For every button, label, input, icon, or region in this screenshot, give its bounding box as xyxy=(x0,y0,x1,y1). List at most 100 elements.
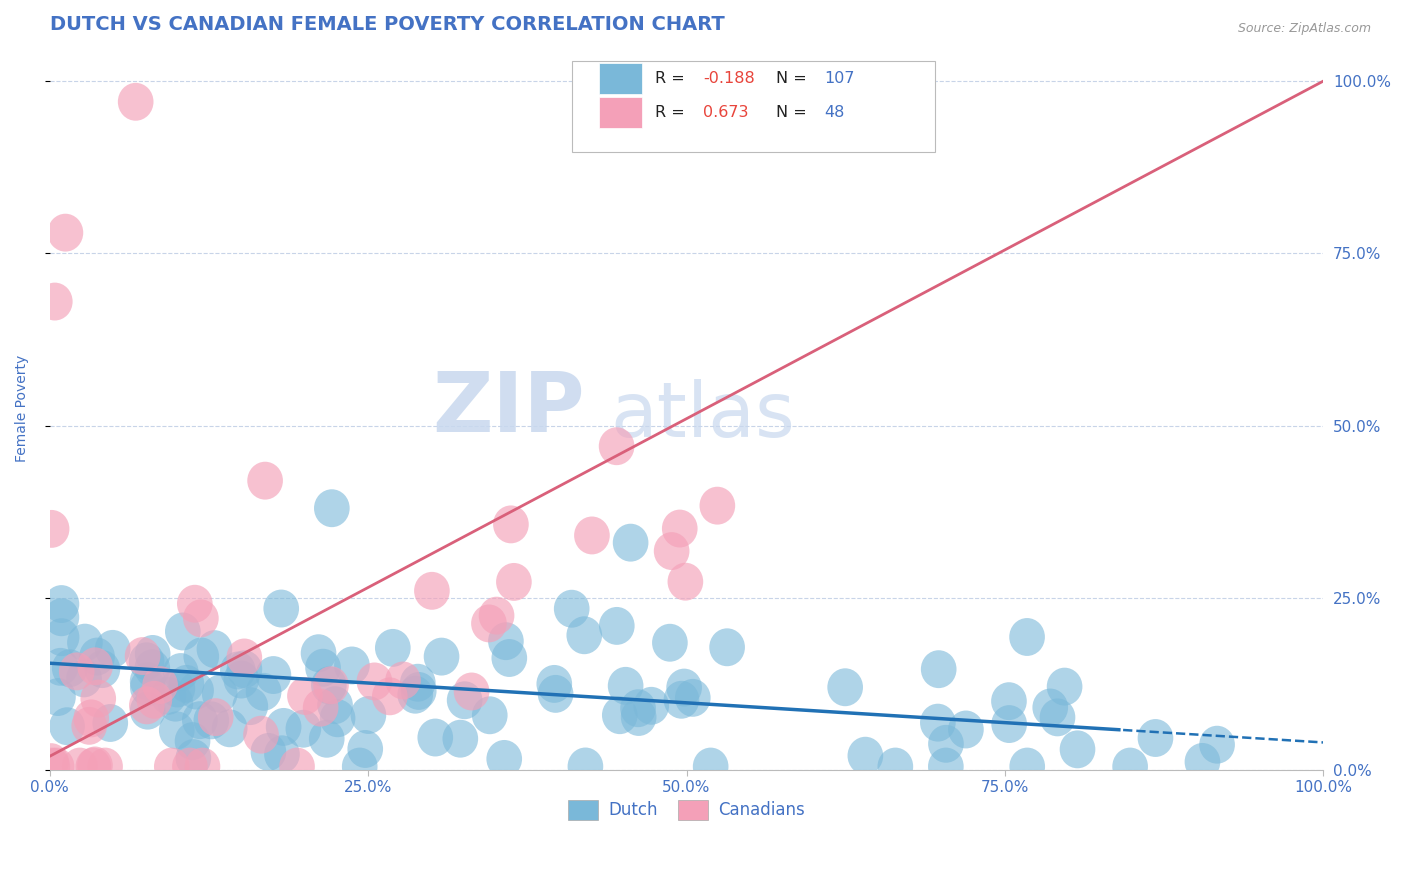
Ellipse shape xyxy=(991,705,1026,743)
Ellipse shape xyxy=(266,708,301,746)
Ellipse shape xyxy=(66,659,101,698)
Text: N =: N = xyxy=(776,71,811,86)
Ellipse shape xyxy=(135,635,170,673)
Ellipse shape xyxy=(415,572,450,610)
Ellipse shape xyxy=(280,747,315,786)
Ellipse shape xyxy=(662,509,697,548)
Ellipse shape xyxy=(602,697,638,734)
Ellipse shape xyxy=(243,715,278,754)
Ellipse shape xyxy=(568,747,603,786)
Ellipse shape xyxy=(486,740,522,778)
Ellipse shape xyxy=(418,719,453,756)
Ellipse shape xyxy=(163,653,198,691)
Ellipse shape xyxy=(666,669,702,706)
Ellipse shape xyxy=(150,677,186,714)
Ellipse shape xyxy=(247,462,283,500)
Ellipse shape xyxy=(197,630,232,668)
Y-axis label: Female Poverty: Female Poverty xyxy=(15,355,30,462)
Ellipse shape xyxy=(599,427,634,465)
Ellipse shape xyxy=(664,681,699,719)
Ellipse shape xyxy=(232,687,269,725)
FancyBboxPatch shape xyxy=(572,62,935,152)
Ellipse shape xyxy=(928,747,963,786)
Ellipse shape xyxy=(125,637,160,675)
Ellipse shape xyxy=(72,706,107,745)
Ellipse shape xyxy=(48,214,83,252)
Ellipse shape xyxy=(184,747,221,786)
Ellipse shape xyxy=(93,704,128,742)
Ellipse shape xyxy=(621,698,657,736)
Ellipse shape xyxy=(44,585,79,623)
Ellipse shape xyxy=(176,739,211,777)
Ellipse shape xyxy=(79,638,115,675)
Ellipse shape xyxy=(848,737,883,774)
Ellipse shape xyxy=(496,563,531,601)
Ellipse shape xyxy=(305,648,340,687)
Ellipse shape xyxy=(129,642,165,681)
Ellipse shape xyxy=(52,649,87,687)
Text: N =: N = xyxy=(776,105,811,120)
Ellipse shape xyxy=(250,733,287,771)
Ellipse shape xyxy=(634,687,669,724)
Ellipse shape xyxy=(41,678,76,716)
Ellipse shape xyxy=(224,661,259,698)
Text: -0.188: -0.188 xyxy=(703,71,755,86)
Ellipse shape xyxy=(302,689,339,727)
Ellipse shape xyxy=(423,638,460,675)
Ellipse shape xyxy=(183,638,219,675)
Ellipse shape xyxy=(172,747,208,786)
Ellipse shape xyxy=(574,516,610,555)
Ellipse shape xyxy=(347,730,382,768)
Ellipse shape xyxy=(443,720,478,757)
Ellipse shape xyxy=(1185,743,1220,780)
Ellipse shape xyxy=(219,651,256,690)
Ellipse shape xyxy=(179,672,214,709)
Ellipse shape xyxy=(700,487,735,524)
Ellipse shape xyxy=(49,707,84,745)
Ellipse shape xyxy=(42,648,79,686)
Ellipse shape xyxy=(652,624,688,662)
Ellipse shape xyxy=(920,704,956,741)
FancyBboxPatch shape xyxy=(599,63,643,94)
Ellipse shape xyxy=(319,699,356,737)
Ellipse shape xyxy=(991,682,1026,720)
Ellipse shape xyxy=(709,628,745,666)
Ellipse shape xyxy=(287,677,323,714)
Ellipse shape xyxy=(174,723,211,760)
Ellipse shape xyxy=(87,747,122,786)
Text: DUTCH VS CANADIAN FEMALE POVERTY CORRELATION CHART: DUTCH VS CANADIAN FEMALE POVERTY CORRELA… xyxy=(49,15,724,34)
Ellipse shape xyxy=(567,616,602,654)
Ellipse shape xyxy=(309,720,344,757)
Ellipse shape xyxy=(226,639,262,676)
Ellipse shape xyxy=(159,670,195,707)
Ellipse shape xyxy=(607,667,644,705)
Ellipse shape xyxy=(921,650,956,688)
Ellipse shape xyxy=(827,668,863,706)
Ellipse shape xyxy=(142,666,179,704)
Ellipse shape xyxy=(948,711,984,748)
Ellipse shape xyxy=(129,687,165,724)
Ellipse shape xyxy=(318,686,353,724)
Ellipse shape xyxy=(157,683,193,722)
Ellipse shape xyxy=(44,618,79,657)
Ellipse shape xyxy=(928,725,963,763)
Ellipse shape xyxy=(1060,731,1095,768)
Ellipse shape xyxy=(263,590,299,627)
Ellipse shape xyxy=(1199,726,1234,764)
Ellipse shape xyxy=(198,698,233,736)
Ellipse shape xyxy=(350,696,387,734)
Ellipse shape xyxy=(537,665,572,703)
Ellipse shape xyxy=(472,697,508,734)
Ellipse shape xyxy=(342,747,378,786)
Ellipse shape xyxy=(246,673,281,711)
Ellipse shape xyxy=(169,665,204,703)
Ellipse shape xyxy=(314,490,350,527)
Text: Source: ZipAtlas.com: Source: ZipAtlas.com xyxy=(1237,22,1371,36)
Ellipse shape xyxy=(620,690,655,727)
Ellipse shape xyxy=(34,510,69,548)
Ellipse shape xyxy=(675,679,710,717)
Ellipse shape xyxy=(1032,689,1069,726)
Ellipse shape xyxy=(613,524,648,562)
Legend: Dutch, Canadians: Dutch, Canadians xyxy=(562,793,811,827)
Ellipse shape xyxy=(165,613,201,650)
